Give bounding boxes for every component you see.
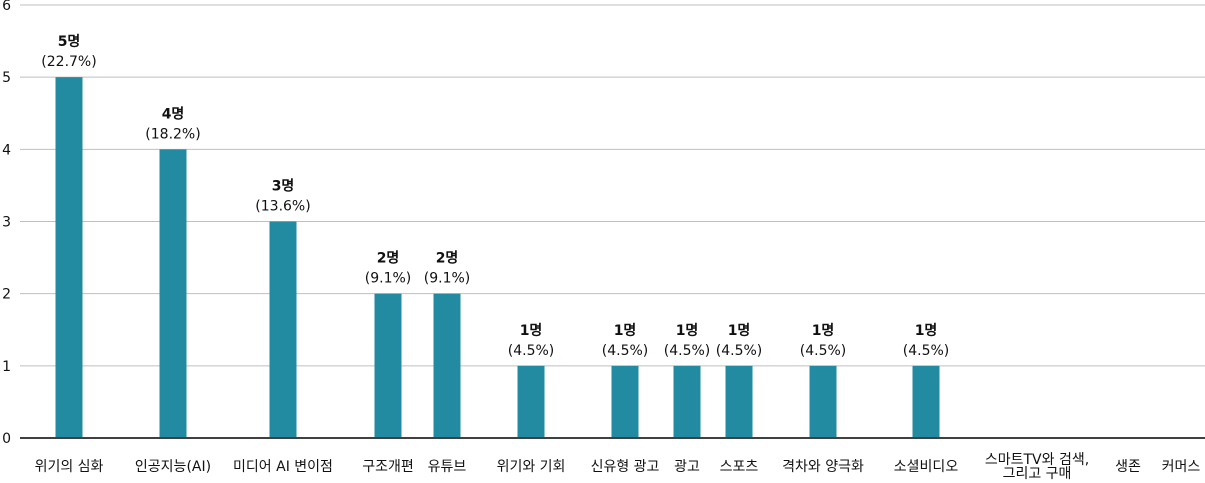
y-tick-label: 6 bbox=[2, 0, 11, 14]
data-label-count: 1명 bbox=[614, 322, 637, 339]
x-tick-label: 커머스 bbox=[1162, 459, 1201, 475]
data-label-count: 5명 bbox=[58, 33, 81, 50]
bars bbox=[55, 77, 940, 439]
bar bbox=[433, 293, 461, 438]
x-tick-label: 위기의 심화 bbox=[35, 459, 104, 475]
bar bbox=[55, 77, 83, 439]
bar bbox=[517, 365, 545, 438]
x-axis-categories: 위기의 심화 인공지능(AI) 미디어 AI 변이점 구조개편 유튜브 위기와 기회 신유형… bbox=[35, 452, 1201, 482]
y-tick-label: 3 bbox=[2, 215, 11, 231]
x-tick-label: 그리고 구매 bbox=[1003, 466, 1072, 482]
y-tick-label: 2 bbox=[2, 287, 11, 303]
data-label-count: 3명 bbox=[272, 178, 295, 195]
x-tick-label: 유튜브 bbox=[428, 459, 467, 475]
x-tick-label: 인공지능(AI) bbox=[135, 459, 211, 475]
data-label-percent: (4.5%) bbox=[602, 343, 649, 359]
x-tick-label: 광고 bbox=[674, 459, 700, 475]
x-tick-label: 소셜비디오 bbox=[894, 459, 959, 475]
data-label-count: 1명 bbox=[915, 322, 938, 339]
x-tick-label: 위기와 기회 bbox=[497, 459, 566, 475]
bar bbox=[611, 365, 639, 438]
bar bbox=[809, 365, 837, 438]
bar bbox=[725, 365, 753, 438]
x-tick-label: 격차와 양극화 bbox=[782, 459, 864, 475]
x-tick-label: 미디어 AI 변이점 bbox=[233, 459, 333, 475]
bar bbox=[269, 221, 297, 438]
data-label-count: 1명 bbox=[676, 322, 699, 339]
data-labels: 5명 (22.7%) 4명 (18.2%) 3명 (13.6%) 2명 (9.1%) 2명 (9.… bbox=[41, 33, 949, 359]
data-label-percent: (4.5%) bbox=[664, 343, 711, 359]
data-label-percent: (18.2%) bbox=[145, 126, 200, 142]
data-label-count: 4명 bbox=[162, 105, 185, 122]
bar bbox=[912, 365, 940, 438]
data-label-percent: (4.5%) bbox=[800, 343, 847, 359]
data-label-percent: (4.5%) bbox=[903, 343, 950, 359]
x-tick-label: 구조개편 bbox=[362, 459, 414, 475]
data-label-count: 1명 bbox=[520, 322, 543, 339]
data-label-percent: (9.1%) bbox=[365, 271, 412, 287]
y-tick-label: 0 bbox=[2, 431, 11, 447]
data-label-count: 2명 bbox=[436, 250, 459, 267]
x-tick-label: 스포츠 bbox=[720, 459, 759, 475]
bar bbox=[673, 365, 701, 438]
data-label-count: 2명 bbox=[377, 250, 400, 267]
bar bbox=[159, 149, 187, 439]
x-tick-label: 생존 bbox=[1115, 459, 1141, 475]
data-label-count: 1명 bbox=[728, 322, 751, 339]
x-tick-label: 스마트TV와 검색, bbox=[985, 452, 1089, 468]
y-axis-ticks: 0 1 2 3 4 5 6 bbox=[2, 0, 11, 447]
x-tick-label: 신유형 광고 bbox=[591, 459, 660, 475]
data-label-percent: (22.7%) bbox=[41, 54, 96, 70]
y-tick-label: 1 bbox=[2, 359, 11, 375]
data-label-count: 1명 bbox=[812, 322, 835, 339]
data-label-percent: (13.6%) bbox=[255, 199, 310, 215]
data-label-percent: (4.5%) bbox=[508, 343, 555, 359]
y-tick-label: 5 bbox=[2, 70, 11, 86]
y-tick-label: 4 bbox=[2, 142, 11, 158]
data-label-percent: (4.5%) bbox=[716, 343, 763, 359]
gridlines bbox=[20, 4, 1205, 367]
data-label-percent: (9.1%) bbox=[424, 271, 471, 287]
bar bbox=[374, 293, 402, 438]
